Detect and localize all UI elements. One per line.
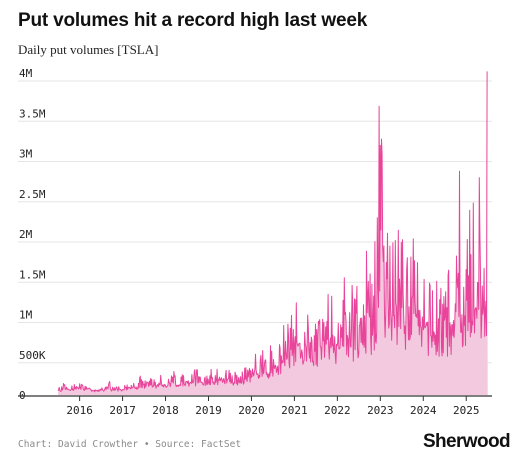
x-tick-label-7: 2023: [367, 404, 394, 417]
volume-area: [58, 71, 488, 396]
y-tick-label-1: 500K: [19, 349, 46, 362]
x-axis: 2016 2017 2018 2019 2020 2021 2022 2023 2024 2025: [18, 395, 492, 417]
volume-line: [57, 71, 488, 393]
chart-title: Put volumes hit a record high last week: [18, 10, 368, 31]
y-tick-label-4: 2M: [19, 228, 33, 241]
y-tick-label-2: 1M: [19, 309, 33, 322]
x-tick-label-6: 2022: [324, 404, 351, 417]
area-fill: [58, 71, 488, 396]
x-tick-label-3: 2019: [195, 404, 222, 417]
source-note: Chart: David Crowther • Source: FactSet: [18, 439, 242, 450]
x-tick-label-2: 2018: [152, 404, 179, 417]
chart-subtitle: Daily put volumes [TSLA]: [18, 42, 159, 57]
x-tick-label-8: 2024: [410, 404, 437, 417]
x-tick-label-4: 2020: [238, 404, 265, 417]
y-tick-label-5: 2.5M: [19, 188, 46, 201]
y-tick-label-7: 3.5M: [19, 107, 46, 120]
sherwood-logo: Sherwood: [422, 431, 511, 452]
x-tick-label-5: 2021: [281, 404, 308, 417]
series-line: [57, 71, 488, 393]
x-tick-label-0: 2016: [66, 404, 93, 417]
x-tick-label-1: 2017: [109, 404, 136, 417]
y-tick-label-8: 4M: [19, 67, 33, 80]
gridlines: [18, 80, 492, 364]
y-tick-label-3: 1.5M: [19, 268, 46, 281]
x-tick-label-9: 2025: [453, 404, 480, 417]
y-tick-label-6: 3M: [19, 148, 33, 161]
